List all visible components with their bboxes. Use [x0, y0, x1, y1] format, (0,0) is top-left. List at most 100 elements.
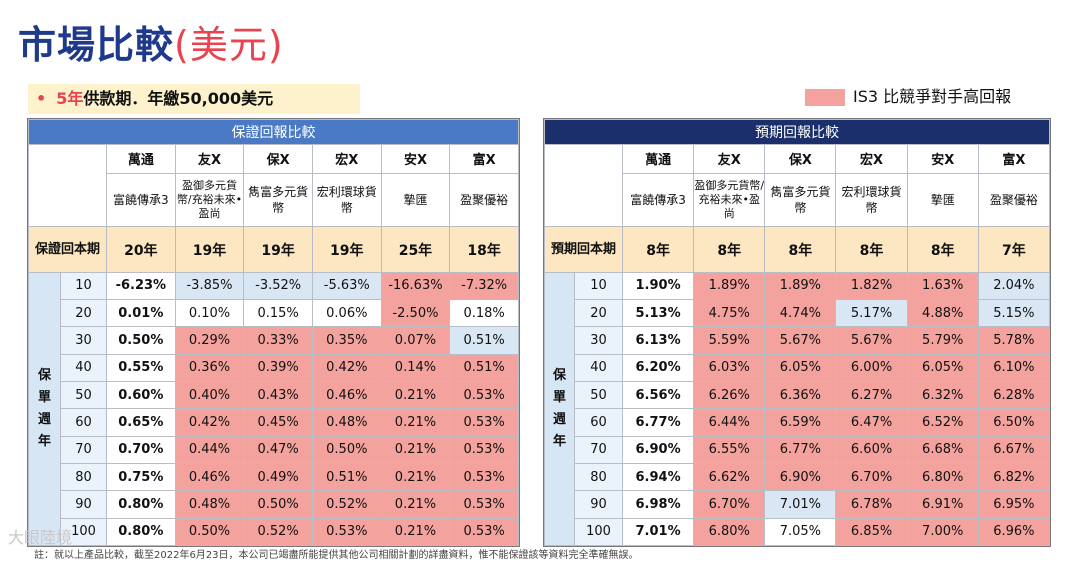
payback-label: 預期回本期: [544, 226, 623, 273]
guaranteed-return-panel: 保證回報比較 萬通 友X 保X 宏X 安X 富X 富饒傳承3 盈御多元貨幣/充裕未來•盈尚 雋富多…: [27, 118, 520, 547]
return-cell: 0.42%: [311, 353, 382, 383]
return-cell: 0.21%: [380, 381, 451, 410]
table-row: 30 0.50% 0.29% 0.33% 0.35% 0.07% 0.51%: [29, 326, 519, 355]
product-name: 雋富多元貨幣: [243, 172, 313, 228]
return-cell: 6.36%: [764, 381, 837, 410]
return-cell: 6.90%: [621, 435, 695, 464]
return-cell: 1.90%: [621, 271, 695, 301]
product-name: 宏利環球貨幣: [835, 172, 908, 228]
return-cell: 6.59%: [764, 408, 837, 437]
return-cell: 6.85%: [835, 517, 908, 547]
return-cell: 6.96%: [977, 517, 1051, 547]
company-name: 保X: [243, 144, 313, 174]
return-cell: 6.90%: [764, 462, 837, 492]
company-name: 保X: [764, 144, 837, 174]
return-cell: 4.75%: [693, 299, 766, 328]
payback-value: 8年: [693, 226, 766, 273]
payback-value: 7年: [977, 226, 1051, 273]
table-row: 100 7.01% 6.80% 7.05% 6.85% 7.00% 6.96%: [545, 517, 1051, 547]
policy-year: 30: [574, 326, 623, 355]
return-cell: 0.52%: [243, 517, 313, 547]
product-name: 盈聚優裕: [977, 172, 1051, 228]
table-row: 70 6.90% 6.55% 6.77% 6.60% 6.68% 6.67%: [545, 435, 1051, 464]
payback-value: 8年: [621, 226, 695, 273]
return-cell: 0.53%: [449, 490, 519, 519]
table-row: 80 6.94% 6.62% 6.90% 6.70% 6.80% 6.82%: [545, 462, 1051, 492]
return-cell: 6.13%: [621, 326, 695, 355]
product-name: 摯匯: [906, 172, 979, 228]
return-cell: 6.77%: [764, 435, 837, 464]
return-cell: 6.55%: [693, 435, 766, 464]
return-cell: 0.21%: [380, 517, 451, 547]
payback-value: 8年: [764, 226, 837, 273]
return-cell: 0.51%: [449, 353, 519, 383]
return-cell: 0.46%: [174, 462, 245, 492]
product-name: 盈御多元貨幣/充裕未來•盈尚: [174, 172, 245, 228]
return-cell: 6.03%: [693, 353, 766, 383]
return-cell: 0.14%: [380, 353, 451, 383]
table-row: 保單週年 10 1.90% 1.89% 1.89% 1.82% 1.63% 2.04%: [544, 271, 1051, 547]
return-cell: 0.35%: [311, 326, 382, 355]
return-cell: 6.50%: [977, 408, 1051, 437]
legend-text: IS3 比競爭對手高回報: [853, 87, 1012, 106]
payback-value: 19年: [174, 226, 245, 273]
company-name: 萬通: [106, 144, 176, 174]
projected-return-table: 預期回報比較 萬通 友X 保X 宏X 安X 富X 富饒傳承3 盈御多元貨幣/充裕未來•盈尚 雋富多…: [544, 118, 1051, 547]
policy-year: 100: [574, 517, 623, 547]
product-row: 富饒傳承3 盈御多元貨幣/充裕未來•盈尚 雋富多元貨幣 宏利環球貨幣 摯匯 盈聚優裕: [545, 172, 1051, 228]
return-cell: 6.00%: [835, 353, 908, 383]
subtitle: • 5年供款期．年繳50,000美元: [36, 89, 273, 109]
payback-label: 保證回本期: [28, 226, 107, 273]
policy-year-label: 保單週年: [28, 271, 61, 547]
corner-cell: [28, 144, 107, 228]
return-cell: 5.17%: [835, 299, 908, 328]
return-cell: 6.98%: [621, 490, 695, 519]
table-row: 60 0.65% 0.42% 0.45% 0.48% 0.21% 0.53%: [29, 408, 519, 437]
company-row: 萬通 友X 保X 宏X 安X 富X: [28, 144, 519, 228]
return-cell: 0.46%: [311, 381, 382, 410]
return-cell: 1.89%: [764, 271, 837, 301]
return-cell: 6.77%: [621, 408, 695, 437]
return-cell: 6.94%: [621, 462, 695, 492]
payback-value: 8年: [906, 226, 979, 273]
return-cell: 0.21%: [380, 462, 451, 492]
company-name: 安X: [380, 144, 451, 174]
table-row: 50 0.60% 0.40% 0.43% 0.46% 0.21% 0.53%: [29, 381, 519, 410]
company-name: 宏X: [311, 144, 382, 174]
return-cell: 7.01%: [764, 490, 837, 519]
return-cell: 0.50%: [106, 326, 176, 355]
return-cell: 6.05%: [906, 353, 979, 383]
return-cell: 0.80%: [106, 490, 176, 519]
return-cell: 0.21%: [380, 490, 451, 519]
policy-year: 70: [574, 435, 623, 464]
return-cell: 6.27%: [835, 381, 908, 410]
policy-year: 10: [60, 271, 107, 301]
return-cell: 0.10%: [174, 299, 245, 328]
product-name: 盈御多元貨幣/充裕未來•盈尚: [693, 172, 766, 228]
table-row: 50 6.56% 6.26% 6.36% 6.27% 6.32% 6.28%: [545, 381, 1051, 410]
return-cell: 6.70%: [835, 462, 908, 492]
policy-year: 90: [60, 490, 107, 519]
payback-value: 25年: [380, 226, 451, 273]
policy-year: 80: [574, 462, 623, 492]
page-title: 市場比較(美元): [18, 23, 284, 67]
policy-year-label: 保單週年: [544, 271, 575, 547]
policy-year: 90: [574, 490, 623, 519]
table-header: 預期回報比較: [544, 118, 1050, 146]
product-row: 富饒傳承3 盈御多元貨幣/充裕未來•盈尚 雋富多元貨幣 宏利環球貨幣 摯匯 盈聚優裕: [29, 172, 519, 228]
legend-swatch: [805, 89, 845, 106]
return-cell: 0.51%: [311, 462, 382, 492]
company-name: 富X: [449, 144, 519, 174]
product-name: 富饒傳承3: [106, 172, 176, 228]
return-cell: -6.23%: [106, 271, 176, 301]
page-title-suffix: (美元): [174, 23, 284, 67]
table-row: 40 6.20% 6.03% 6.05% 6.00% 6.05% 6.10%: [545, 353, 1051, 383]
return-cell: 0.48%: [174, 490, 245, 519]
return-cell: 7.00%: [906, 517, 979, 547]
table-row: 90 0.80% 0.48% 0.50% 0.52% 0.21% 0.53%: [29, 490, 519, 519]
company-name: 宏X: [835, 144, 908, 174]
policy-year: 20: [60, 299, 107, 328]
return-cell: 0.51%: [449, 326, 519, 355]
return-cell: -3.85%: [174, 271, 245, 301]
return-cell: 6.67%: [977, 435, 1051, 464]
